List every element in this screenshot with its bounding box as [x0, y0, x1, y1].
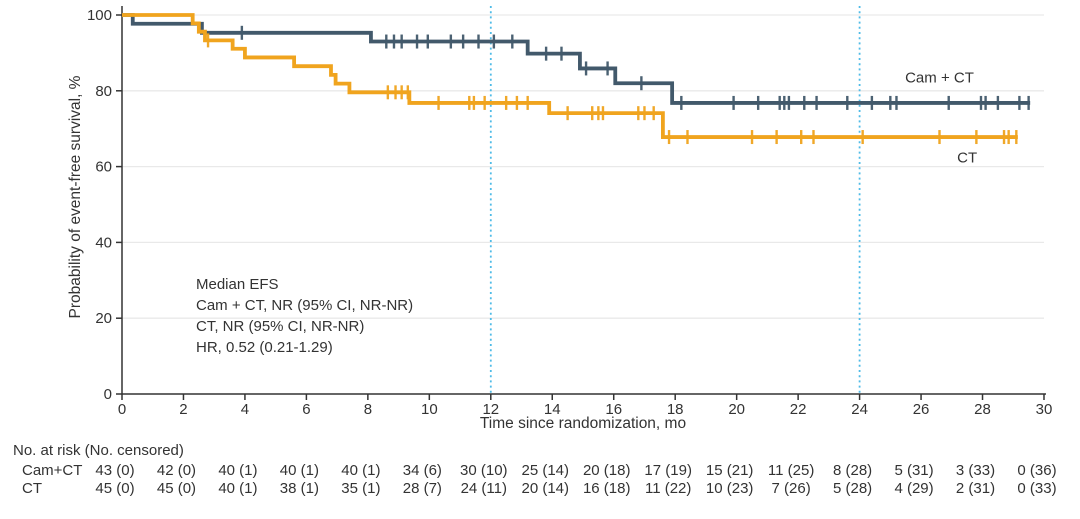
risk-cell: 17 (19) [644, 462, 692, 479]
x-tick-label-26: 26 [913, 401, 930, 418]
annotation-line-hr: HR, 0.52 (0.21-1.29) [196, 339, 333, 356]
x-tick-label-14: 14 [544, 401, 561, 418]
risk-table: No. at risk (No. censored) Cam+CT 43 (0)… [0, 436, 1080, 519]
risk-row-label-cam-ct: Cam+CT [22, 462, 83, 479]
risk-cell: 5 (28) [832, 480, 873, 497]
risk-row-label-ct: CT [22, 480, 42, 497]
risk-cell: 25 (14) [521, 462, 570, 479]
risk-cell: 38 (1) [279, 480, 319, 497]
median-efs-annotation: Median EFS Cam + CT, NR (95% CI, NR-NR) … [196, 274, 413, 358]
chart-area: 0 2 4 6 8 10 12 14 16 18 20 22 24 26 28 30 0 20 40 60 80 100 … [67, 6, 1053, 432]
risk-cell: 16 (18) [582, 480, 631, 497]
risk-cell: 0 (33) [1017, 480, 1057, 497]
x-tick-label-12: 12 [482, 401, 499, 418]
y-tick-label-0: 0 [104, 386, 112, 403]
x-axis-title: Time since randomization, mo [479, 415, 687, 432]
y-tick-label-60: 60 [95, 159, 112, 176]
x-tick-label-16: 16 [605, 401, 622, 418]
x-tick-label-24: 24 [851, 401, 868, 418]
x-tick-label-10: 10 [421, 401, 438, 418]
risk-cell: 45 (0) [95, 480, 135, 497]
risk-cell: 3 (33) [955, 462, 996, 479]
risk-cell: 40 (1) [218, 480, 258, 497]
risk-row-ct: CT 45 (0) 45 (0) 40 (1) 38 (1) 35 (1) 28 (7) 2… [0, 480, 1080, 498]
x-tick-label-20: 20 [728, 401, 745, 418]
risk-cell: 40 (1) [218, 462, 258, 479]
x-tick-label-4: 4 [241, 401, 249, 418]
km-curve-cam-ct [122, 13, 1031, 105]
y-tick-label-20: 20 [95, 310, 112, 327]
x-tick-label-6: 6 [302, 401, 310, 418]
risk-cell: 11 (22) [644, 480, 692, 497]
risk-table-header: No. at risk (No. censored) [13, 442, 184, 459]
risk-cell: 0 (36) [1017, 462, 1057, 479]
x-tick-label-28: 28 [974, 401, 991, 418]
risk-cell: 20 (14) [521, 480, 570, 497]
x-tick-label-2: 2 [179, 401, 187, 418]
annotation-line-cam-ct: Cam + CT, NR (95% CI, NR-NR) [196, 297, 414, 314]
risk-cell: 40 (1) [341, 462, 381, 479]
km-curve-ct [122, 13, 1018, 139]
risk-cell: 42 (0) [156, 462, 197, 479]
x-tick-label-0: 0 [118, 401, 126, 418]
risk-cell: 20 (18) [582, 462, 631, 479]
risk-cell: 28 (7) [402, 480, 442, 497]
series-label-cam-ct: Cam + CT [905, 69, 974, 87]
x-tick-label-22: 22 [790, 401, 807, 418]
y-tick-label-100: 100 [87, 7, 112, 24]
x-tick-label-30: 30 [1036, 401, 1053, 418]
y-axis-title: Probability of event-free survival, % [67, 75, 84, 319]
series-label-ct: CT [957, 149, 978, 167]
risk-row-cam-ct: Cam+CT 43 (0) 42 (0) 40 (1) 40 (1) 40 (1) 34 … [0, 462, 1080, 480]
risk-cell: 34 (6) [402, 462, 442, 479]
risk-cell: 10 (23) [705, 480, 754, 497]
risk-cell: 45 (0) [156, 480, 197, 497]
x-tick-label-18: 18 [667, 401, 684, 418]
risk-cell: 7 (26) [771, 480, 811, 497]
risk-cell: 11 (25) [767, 462, 815, 479]
risk-cell: 2 (31) [955, 480, 996, 497]
y-tick-label-80: 80 [95, 83, 112, 100]
risk-cell: 24 (11) [460, 480, 507, 497]
risk-cell: 35 (1) [341, 480, 381, 497]
risk-cell: 40 (1) [279, 462, 319, 479]
risk-cell: 4 (29) [894, 480, 934, 497]
annotation-line-ct: CT, NR (95% CI, NR-NR) [196, 318, 365, 335]
annotation-line-median: Median EFS [196, 276, 279, 293]
y-tick-label-40: 40 [95, 234, 112, 251]
x-tick-label-8: 8 [364, 401, 372, 418]
risk-cell: 43 (0) [95, 462, 135, 479]
risk-cell: 5 (31) [894, 462, 934, 479]
risk-cell: 15 (21) [705, 462, 754, 479]
risk-cell: 30 (10) [460, 462, 508, 479]
risk-cell: 8 (28) [832, 462, 873, 479]
